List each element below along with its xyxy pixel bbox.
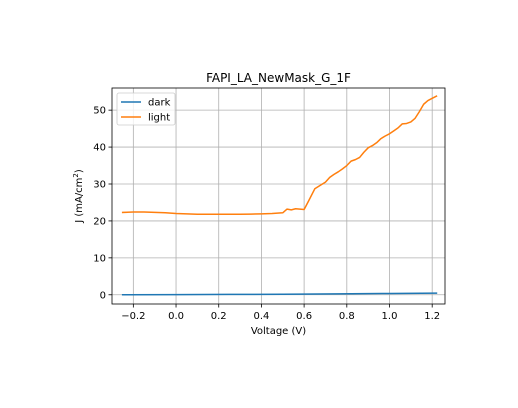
x-tick-label: 1.0: [382, 311, 398, 322]
y-tick-label: 0: [100, 290, 106, 301]
y-axis-label-close: ): [74, 169, 85, 173]
series-line-light: [121, 95, 438, 216]
x-tick-label: −0.2: [121, 311, 145, 322]
legend-label-light: light: [148, 113, 170, 124]
y-axis-ticks: 0 10 20 30 40 50: [93, 106, 112, 301]
x-tick-label: 1.2: [424, 311, 440, 322]
x-gridlines: [132, 88, 433, 304]
y-tick-label: 10: [93, 253, 106, 264]
x-tick-label: 0.0: [168, 311, 184, 322]
x-axis-ticks: −0.2 0.0 0.2 0.4 0.6 0.8 1.0 1.2: [121, 304, 440, 322]
x-tick-label: 0.4: [253, 311, 269, 322]
y-axis-label-main: J (mA/cm: [74, 178, 85, 224]
chart-title: FAPI_LA_NewMask_G_1F: [206, 71, 351, 85]
series-line-dark: [121, 292, 438, 296]
y-tick-label: 40: [93, 143, 106, 154]
y-tick-label: 20: [93, 216, 106, 227]
series-lines: [121, 95, 438, 296]
x-axis-label: Voltage (V): [251, 326, 306, 337]
y-tick-label: 50: [93, 106, 106, 117]
x-tick-label: 0.6: [296, 311, 312, 322]
y-axis-label-superscript: 2: [72, 173, 80, 177]
y-axis-label: J (mA/cm2): [72, 169, 85, 224]
x-tick-label: 0.2: [211, 311, 227, 322]
legend-label-dark: dark: [148, 98, 171, 109]
legend: dark light: [116, 92, 176, 126]
x-tick-label: 0.8: [339, 311, 355, 322]
axes-frame: [111, 87, 446, 305]
y-tick-label: 30: [93, 180, 106, 191]
